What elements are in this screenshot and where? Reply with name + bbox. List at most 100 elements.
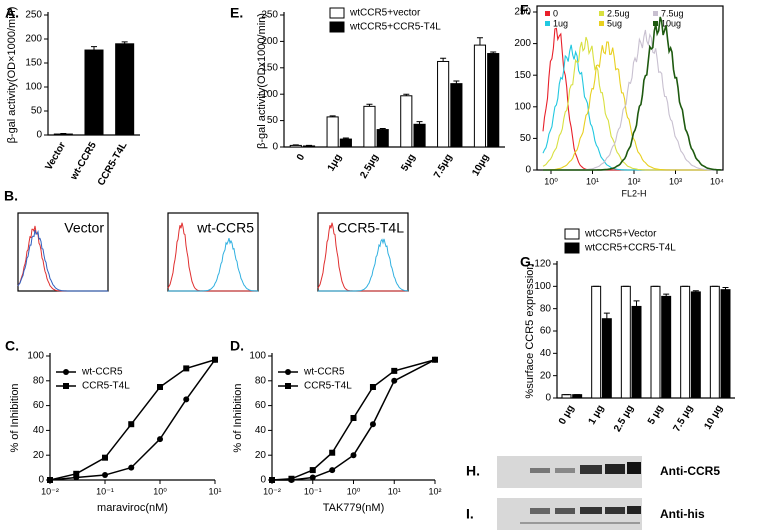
marker: [309, 474, 316, 481]
bar: [376, 129, 389, 148]
x-tick-label: 10¹: [208, 486, 221, 496]
y-tick-label: 100: [27, 351, 44, 362]
y-tick-label: 250: [25, 10, 42, 21]
bar: [363, 105, 376, 148]
y-tick-label: 60: [33, 400, 45, 411]
error-bar: [603, 312, 610, 319]
x-tick-label: 10⁰: [544, 176, 558, 186]
marker: [102, 454, 108, 461]
marker: [329, 449, 336, 456]
bar: [487, 53, 500, 148]
y-tick-label: 200: [261, 36, 278, 47]
marker: [47, 477, 53, 483]
y-tick-label: 80: [540, 303, 552, 314]
error-bar: [403, 93, 410, 96]
y-axis-label: % of Inhibition: [9, 383, 21, 452]
error-bar: [329, 115, 336, 117]
x-tick-label: 10⁴: [710, 176, 724, 186]
panel-label: I.: [466, 506, 474, 522]
y-tick-label: 250: [261, 10, 278, 21]
x-tick-label: 10¹: [388, 486, 401, 496]
x-tick-label: 10μg: [470, 152, 491, 178]
y-tick-label: 120: [534, 259, 551, 270]
marker: [183, 365, 190, 372]
legend-swatch: [545, 11, 550, 16]
y-tick-label: 0: [545, 393, 551, 404]
legend-swatch: [599, 21, 604, 26]
y-tick-label: 40: [540, 348, 552, 359]
band: [520, 522, 640, 524]
y-axis-label: % of Inhibition: [232, 383, 244, 452]
histogram-curve: [543, 16, 722, 171]
marker: [391, 367, 398, 374]
y-tick-label: 0: [36, 130, 42, 141]
legend-label: wt-CCR5: [303, 367, 345, 378]
series-line: [271, 358, 436, 481]
legend-swatch: [599, 11, 604, 16]
x-tick-label: 5 μg: [646, 403, 666, 426]
x-tick-label: 2.5μg: [358, 152, 381, 180]
legend-label: CCR5-T4L: [82, 381, 130, 392]
y-tick-label: 50: [520, 133, 532, 144]
error-bar: [366, 103, 373, 107]
x-axis-label: TAK779(nM): [323, 502, 385, 514]
marker: [288, 475, 295, 482]
bar: [591, 285, 602, 399]
y-tick-label: 100: [261, 89, 278, 100]
error-bar: [490, 51, 497, 54]
y-tick-label: 0: [272, 142, 278, 153]
legend-swatch: [545, 21, 550, 26]
band: [605, 464, 625, 474]
series-line: [49, 359, 216, 481]
legend-label: 2.5ug: [607, 8, 630, 18]
bar: [720, 289, 731, 399]
marker: [369, 421, 376, 428]
y-tick-label: 20: [255, 450, 267, 461]
legend-label: wtCCR5+CCR5-T4L: [349, 22, 441, 33]
marker: [309, 467, 316, 474]
x-tick-label: 1μg: [326, 152, 344, 173]
x-tick-label: 7.5μg: [432, 152, 455, 180]
panel-label: C.: [5, 338, 19, 354]
legend-marker: [63, 383, 69, 389]
error-bar: [453, 80, 460, 84]
band: [605, 507, 625, 514]
legend-marker: [285, 383, 291, 389]
y-tick-label: 150: [25, 58, 42, 69]
y-tick-label: 200: [25, 34, 42, 45]
panel-label: D.: [230, 338, 244, 354]
band: [555, 508, 575, 514]
x-tick-label: 10⁻²: [41, 486, 59, 496]
flow-title: Vector: [64, 220, 104, 236]
y-axis-label: %surface CCR5 expression: [524, 263, 536, 398]
marker: [102, 472, 108, 479]
legend-label: wt-CCR5: [81, 367, 123, 378]
error-bar: [306, 144, 313, 146]
legend-marker: [63, 369, 69, 375]
panel-label: G.: [520, 254, 535, 270]
legend-label: 7.5ug: [661, 8, 684, 18]
bar: [53, 133, 73, 136]
bar: [690, 291, 701, 399]
y-axis-label: β-gal activity(ODx1000/min): [256, 13, 268, 149]
band: [627, 462, 641, 474]
y-tick-label: 100: [249, 351, 266, 362]
blots: H. Anti-CCR5 I. Anti-his: [466, 456, 720, 530]
y-tick-label: 250: [514, 7, 531, 18]
x-axis-label: FL2-H: [621, 188, 646, 198]
y-tick-label: 100: [514, 101, 531, 112]
y-tick-label: 80: [255, 375, 267, 386]
series-line: [272, 359, 436, 481]
bar: [601, 318, 612, 399]
y-tick-label: 50: [31, 106, 43, 117]
y-tick-label: 0: [525, 165, 531, 176]
legend-label: wtCCR5+Vector: [584, 229, 657, 240]
marker: [350, 415, 357, 421]
y-tick-label: 60: [540, 326, 552, 337]
marker: [128, 464, 135, 471]
legend-swatch: [329, 21, 345, 33]
marker: [157, 436, 163, 443]
bar: [339, 138, 352, 148]
panel-label: H.: [466, 463, 480, 479]
error-bar: [91, 46, 97, 51]
